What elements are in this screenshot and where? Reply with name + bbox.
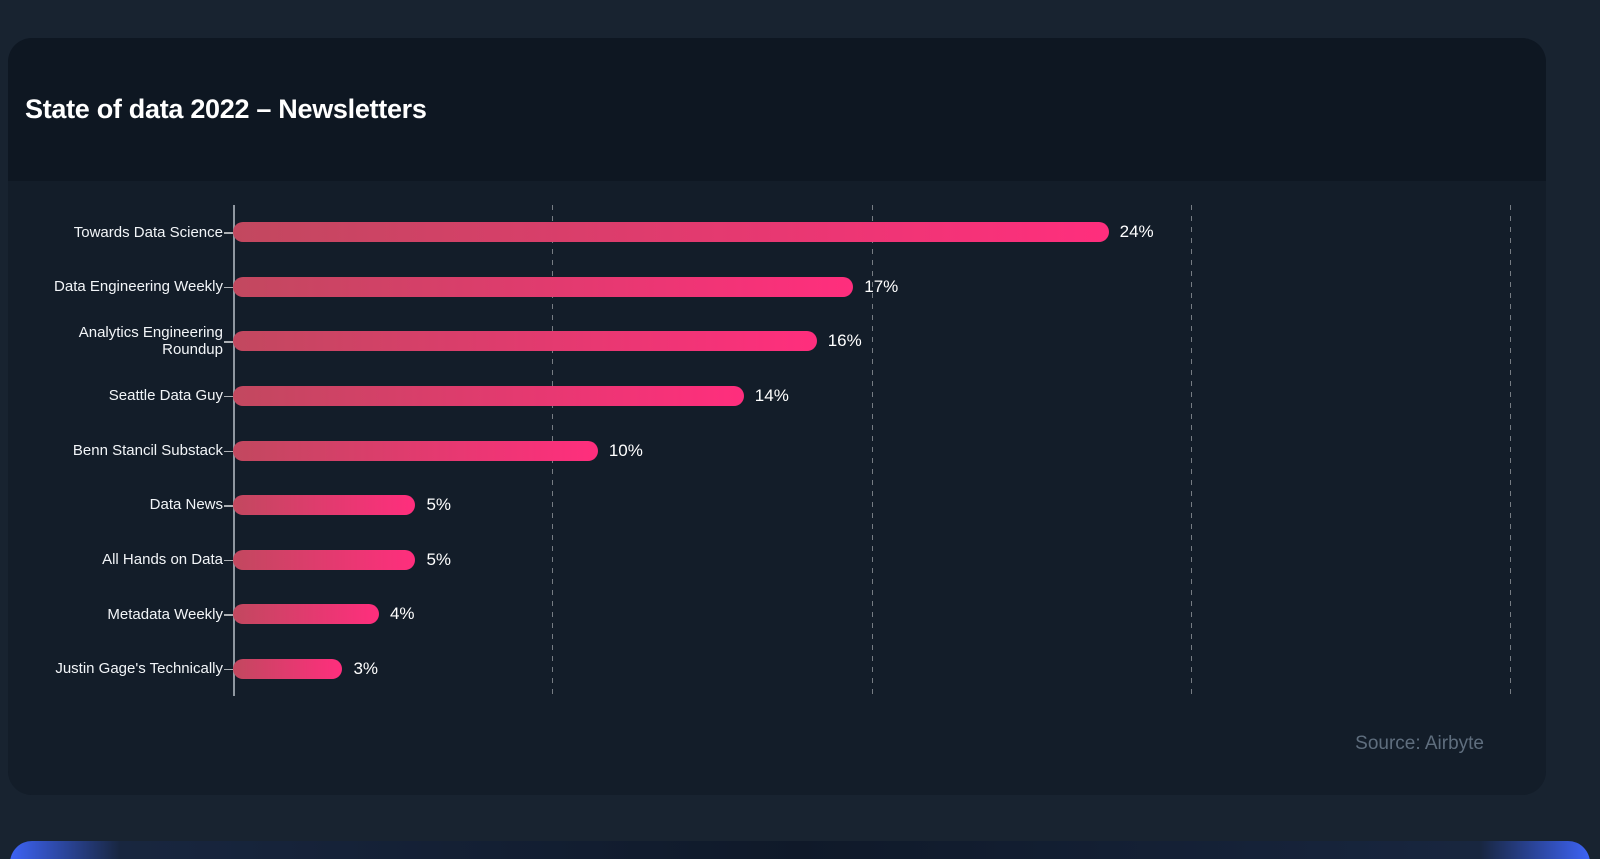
category-label: Data News [149, 496, 223, 514]
chart-card: State of data 2022 – Newsletters Towards… [8, 38, 1546, 795]
bar-row: Benn Stancil Substack 10% [73, 423, 1510, 478]
bar [233, 331, 817, 352]
bottom-accent [10, 841, 1590, 859]
bar [233, 440, 598, 461]
bar-row: Towards Data Science 24% [74, 205, 1510, 260]
bar [233, 658, 343, 679]
value-label: 17% [864, 276, 899, 296]
gridline [871, 205, 873, 696]
value-label: 4% [389, 604, 415, 624]
value-label: 5% [426, 495, 452, 515]
bar [233, 604, 379, 625]
axis-tick-icon [224, 286, 233, 289]
bar-row: Data News 5% [150, 478, 1510, 533]
axis-tick-icon [224, 341, 233, 343]
value-label: 10% [608, 440, 643, 460]
chart-title: State of data 2022 – Newsletters [25, 94, 427, 124]
bar-row: Analytics Engineering Roundup 16% [79, 314, 1510, 369]
bar-row: Metadata Weekly 4% [107, 587, 1510, 642]
bar-row: All Hands on Data 5% [102, 532, 1510, 587]
source-label: Source: Airbyte [1355, 733, 1484, 754]
bar-rows: Towards Data Science 24% Data Engineerin… [54, 205, 1510, 697]
category-label: Seattle Data Guy [108, 387, 223, 405]
category-label: Analytics Engineering Roundup [78, 324, 223, 359]
value-label: 24% [1119, 222, 1154, 242]
gridline [1510, 205, 1511, 696]
bar-row: Justin Gage's Technically 3% [55, 642, 1510, 697]
axis-tick-icon [224, 395, 233, 398]
category-label: Data Engineering Weekly [54, 278, 223, 296]
value-label: 3% [353, 658, 379, 678]
category-label: Benn Stancil Substack [72, 441, 223, 459]
bar [233, 276, 854, 297]
bar-row: Seattle Data Guy 14% [109, 369, 1510, 424]
bar [233, 549, 416, 570]
plot-area: Towards Data Science 24% Data Engineerin… [54, 205, 1511, 697]
value-label: 5% [426, 549, 452, 569]
axis-tick-icon [224, 559, 233, 562]
category-label: All Hands on Data [102, 551, 223, 569]
axis-tick-icon [224, 450, 233, 453]
axis-tick-icon [224, 614, 233, 616]
value-label: 14% [754, 385, 789, 405]
bar [233, 495, 416, 516]
chart-body: Towards Data Science 24% Data Engineerin… [8, 181, 1546, 795]
axis-tick-icon [224, 505, 233, 507]
axis-tick-icon [224, 668, 233, 671]
axis-tick-icon [224, 232, 233, 234]
chart-header: State of data 2022 – Newsletters [8, 38, 1546, 181]
category-label: Justin Gage's Technically [55, 660, 223, 678]
gridline [1190, 205, 1192, 696]
bar [233, 222, 1109, 243]
value-label: 16% [827, 331, 862, 351]
bar [233, 385, 744, 406]
bar-row: Data Engineering Weekly 17% [54, 260, 1510, 315]
category-label: Metadata Weekly [107, 605, 223, 623]
category-label: Towards Data Science [73, 223, 223, 241]
